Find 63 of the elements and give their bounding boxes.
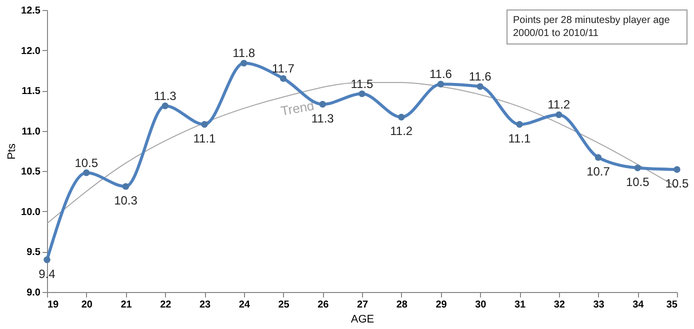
x-tick-label: 19 <box>48 300 60 310</box>
data-label: 10.7 <box>586 164 610 178</box>
point <box>437 80 444 88</box>
x-tick-label: 25 <box>278 300 290 310</box>
x-tick-label: 28 <box>396 300 408 310</box>
y-tick-label: 12.5 <box>21 6 41 16</box>
x-tick-label: 27 <box>356 300 368 310</box>
x-tick-label: 23 <box>199 300 211 310</box>
point <box>358 90 366 98</box>
data-label: 11.1 <box>508 131 532 146</box>
point <box>476 83 484 90</box>
data-label: 11.8 <box>232 46 256 60</box>
data-label: 9.4 <box>38 266 56 281</box>
x-tick-label: 21 <box>120 300 132 310</box>
x-tick-label: 35 <box>666 300 678 310</box>
x-tick-label: 30 <box>475 300 487 310</box>
x-tick-label: 31 <box>514 300 526 310</box>
data-label: 11.6 <box>468 70 492 84</box>
point <box>240 60 248 67</box>
x-tick-label: 34 <box>632 300 644 310</box>
annotation: Points per 28 minutesby player age <box>513 15 670 26</box>
x-axis-title: AGE <box>350 314 374 326</box>
data-label: 11.2 <box>390 124 413 138</box>
point <box>674 166 680 173</box>
point <box>594 154 602 161</box>
y-tick-label: 9.0 <box>26 288 41 298</box>
y-axis-title: Pts <box>6 143 18 160</box>
data-label: 11.5 <box>350 76 374 91</box>
x-tick-label: 22 <box>160 300 172 310</box>
data-label: 11.3 <box>311 111 334 126</box>
data-label: 11.7 <box>272 61 295 76</box>
y-tick-label: 10.5 <box>21 166 41 178</box>
x-tick-label: 33 <box>593 300 605 310</box>
x-tick-label: 20 <box>81 300 93 310</box>
x-tick-label: 26 <box>318 300 330 310</box>
data-label: 10.5 <box>74 156 98 170</box>
x-tick-label: 32 <box>554 300 566 310</box>
point <box>556 111 562 118</box>
data-label: 11.2 <box>548 98 570 112</box>
y-tick-label: 9.5 <box>26 247 41 258</box>
x-tick-label: 29 <box>436 300 448 310</box>
point <box>516 121 523 128</box>
point <box>201 121 208 128</box>
y-tick-label: 10.0 <box>21 206 41 218</box>
point <box>44 256 50 264</box>
point <box>319 100 326 108</box>
point <box>162 102 168 110</box>
y-tick-label: 11.0 <box>22 126 41 138</box>
data-label: 11.3 <box>154 88 177 103</box>
annotation: 2000/01 to 2010/11 <box>513 28 599 39</box>
y-tick-label: 11.5 <box>22 86 41 98</box>
data-label: 10.5 <box>626 174 650 189</box>
point <box>634 164 641 172</box>
point <box>122 183 130 190</box>
x-tick-label: 24 <box>238 300 250 310</box>
point <box>83 169 90 176</box>
point <box>398 114 405 121</box>
data-label: 10.5 <box>665 176 689 191</box>
data-label: 10.3 <box>114 193 138 208</box>
data-label: 11.6 <box>430 67 452 82</box>
point <box>280 75 287 82</box>
y-tick-label: 12.0 <box>21 46 41 57</box>
data-label: 11.1 <box>193 131 216 146</box>
